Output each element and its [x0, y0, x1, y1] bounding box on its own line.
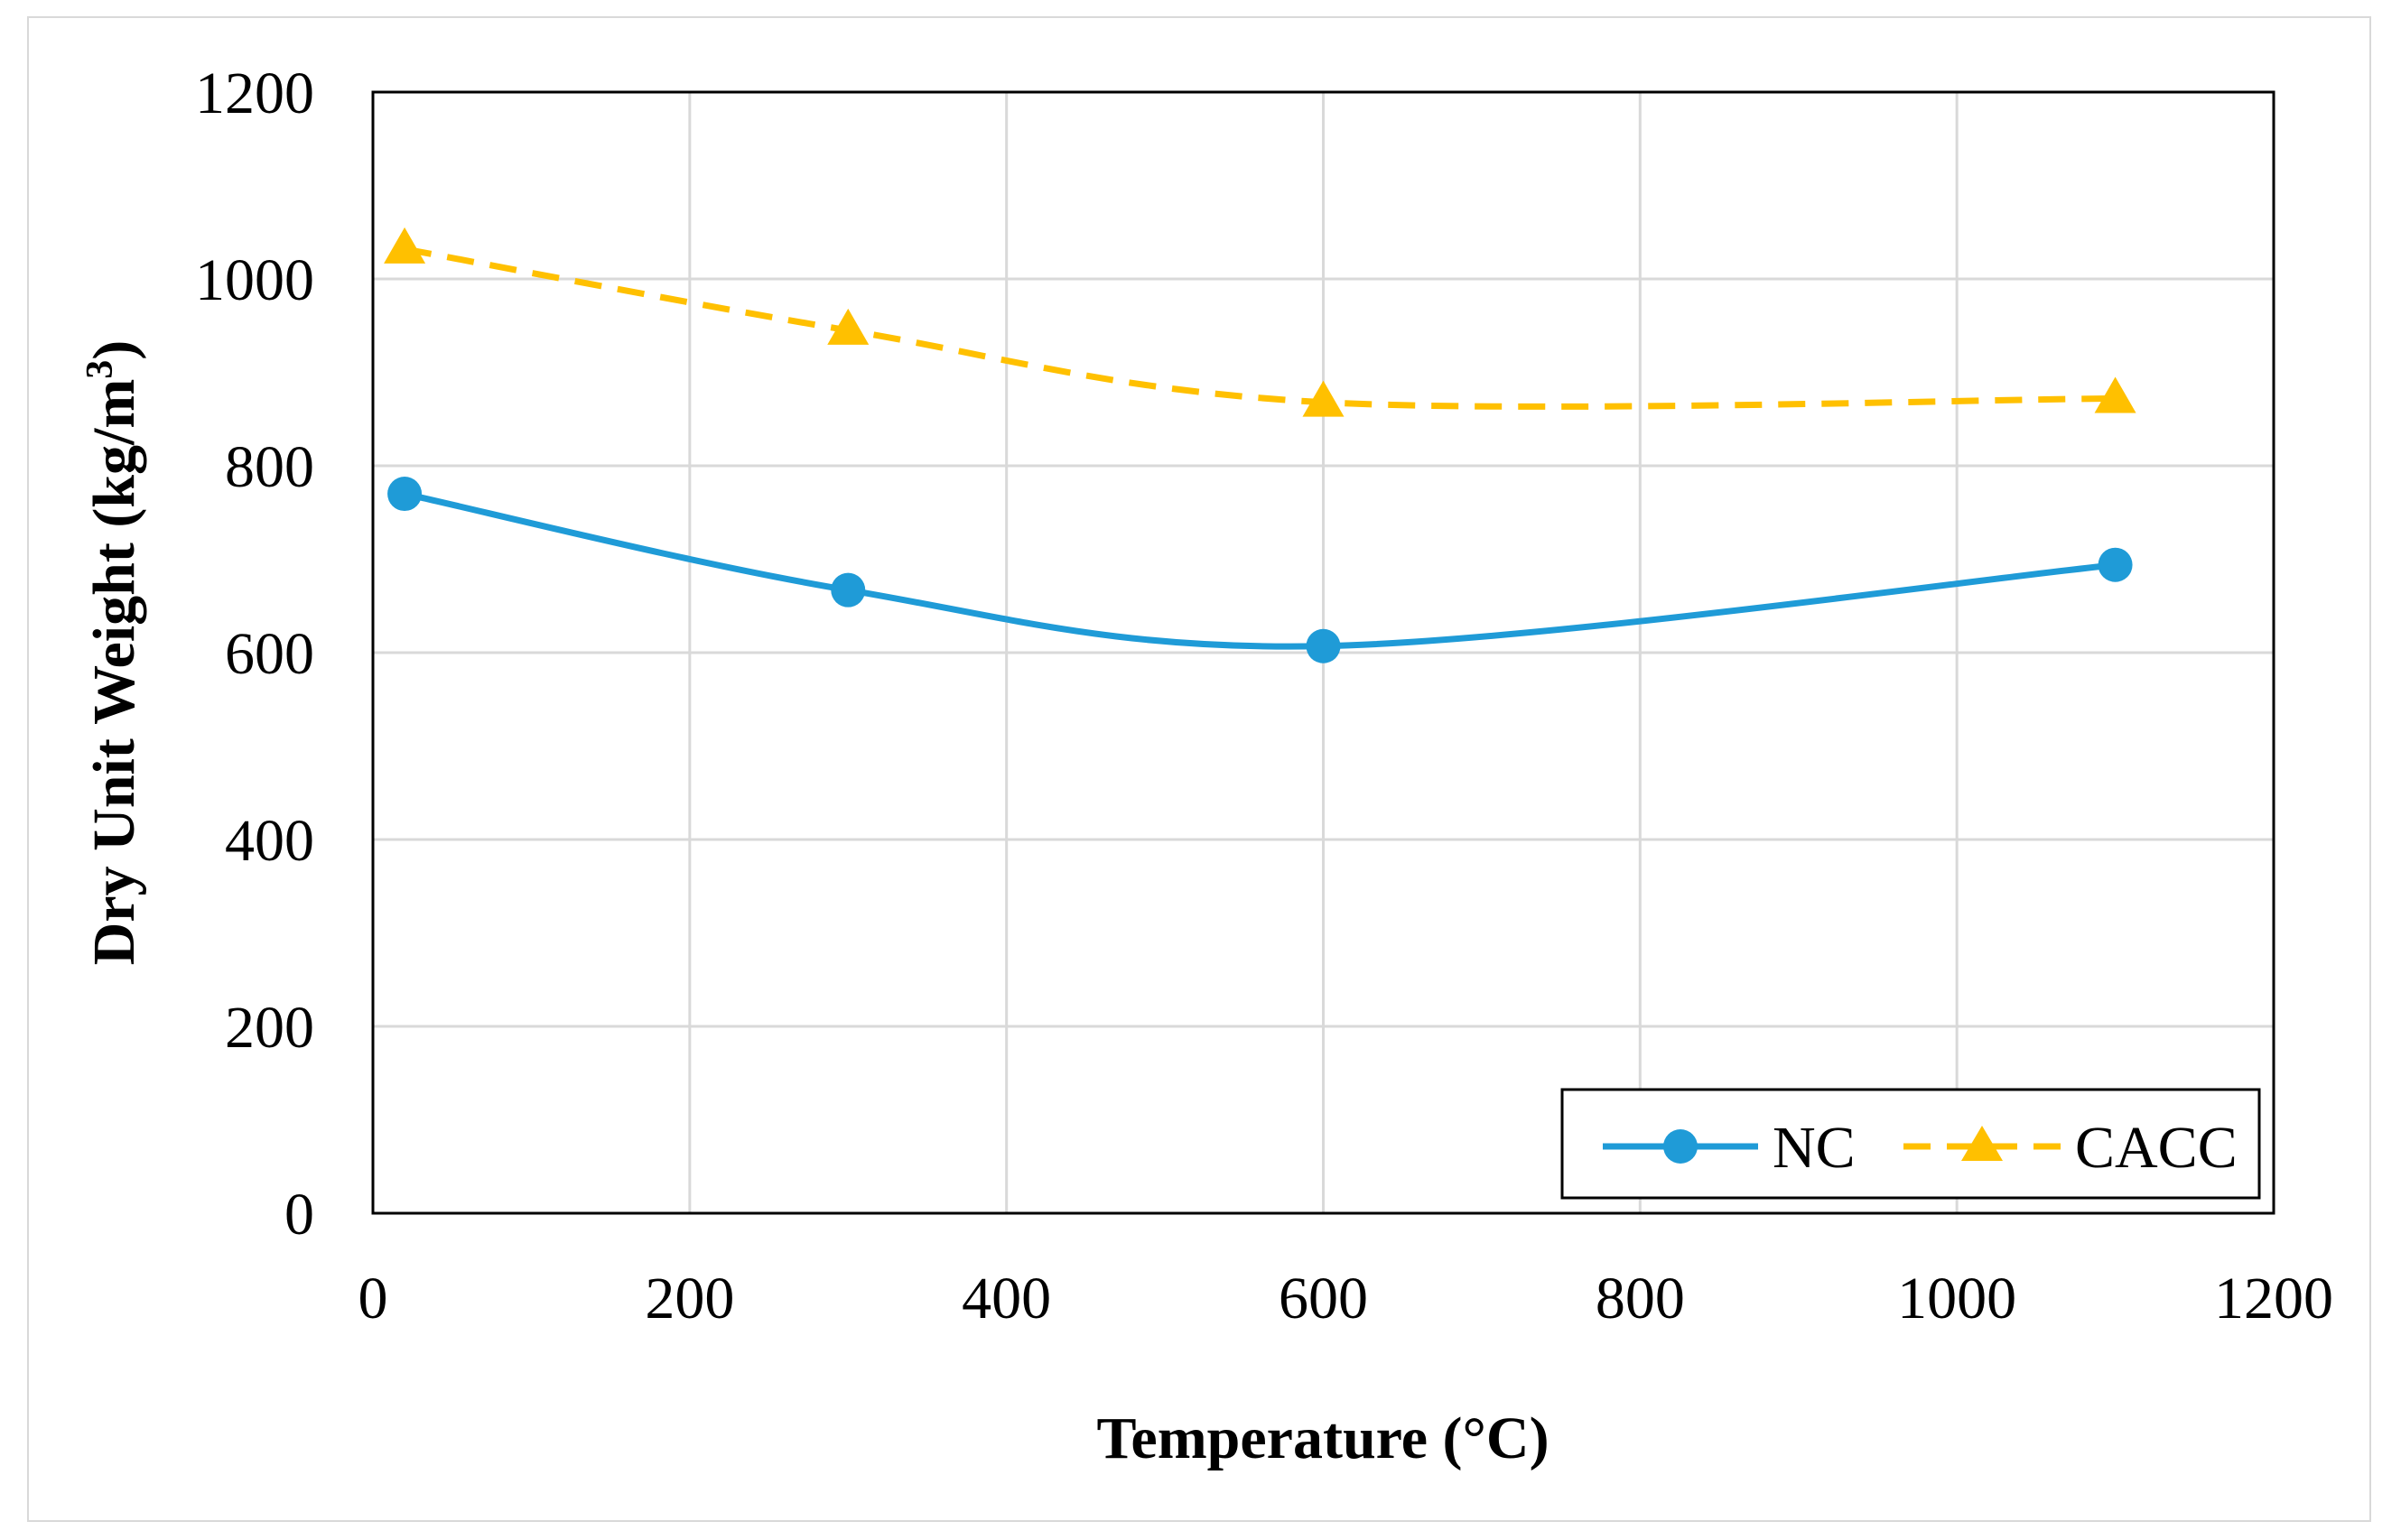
y-axis-title-main: Dry Unit Weight (kg/m	[81, 379, 147, 966]
x-tick-label: 1000	[1897, 1266, 2016, 1331]
data-point-nc	[387, 477, 423, 512]
x-axis-title: Temperature (°C)	[1096, 1405, 1549, 1471]
gridlines	[373, 92, 2274, 1213]
data-point-cacc	[827, 308, 870, 345]
y-tick-label: 0	[284, 1182, 314, 1248]
x-tick-label: 1200	[2214, 1266, 2333, 1331]
series-layer	[384, 227, 2136, 663]
y-tick-label: 1000	[195, 247, 314, 313]
series-line-cacc	[404, 246, 2116, 410]
y-tick-label: 400	[225, 808, 314, 874]
y-axis-tick-labels: 0 200 400 600 800 1000 1200	[195, 60, 314, 1248]
x-tick-label: 400	[962, 1266, 1051, 1331]
y-axis-title-superscript: 3	[79, 360, 121, 379]
y-tick-label: 800	[225, 434, 314, 500]
legend-nc-marker	[1663, 1129, 1698, 1164]
legend: NC CACC	[1560, 1088, 2261, 1200]
legend-nc-label: NC	[1773, 1115, 1856, 1181]
data-point-cacc	[1302, 380, 1345, 417]
data-point-nc	[2098, 547, 2133, 582]
x-tick-label: 200	[645, 1266, 734, 1331]
y-tick-label: 1200	[195, 60, 314, 126]
y-axis-title: Dry Unit Weight (kg/m3)	[79, 340, 147, 966]
chart-frame	[27, 16, 2371, 1522]
legend-cacc-label: CACC	[2075, 1115, 2238, 1181]
plot-area	[371, 90, 2275, 1215]
y-tick-label: 600	[225, 621, 314, 687]
y-axis-title-close: )	[81, 340, 147, 360]
x-axis-tick-labels: 0 200 400 600 800 1000 1200	[358, 1266, 2334, 1331]
data-point-nc	[831, 572, 866, 608]
x-tick-label: 600	[1279, 1266, 1368, 1331]
y-tick-label: 200	[225, 995, 314, 1061]
data-point-nc	[1306, 628, 1341, 663]
data-point-cacc	[384, 227, 426, 264]
x-tick-label: 0	[358, 1266, 388, 1331]
data-point-cacc	[2094, 376, 2136, 413]
series-line-nc	[401, 490, 2119, 650]
legend-cacc-marker	[1961, 1126, 2003, 1161]
x-tick-label: 800	[1596, 1266, 1685, 1331]
